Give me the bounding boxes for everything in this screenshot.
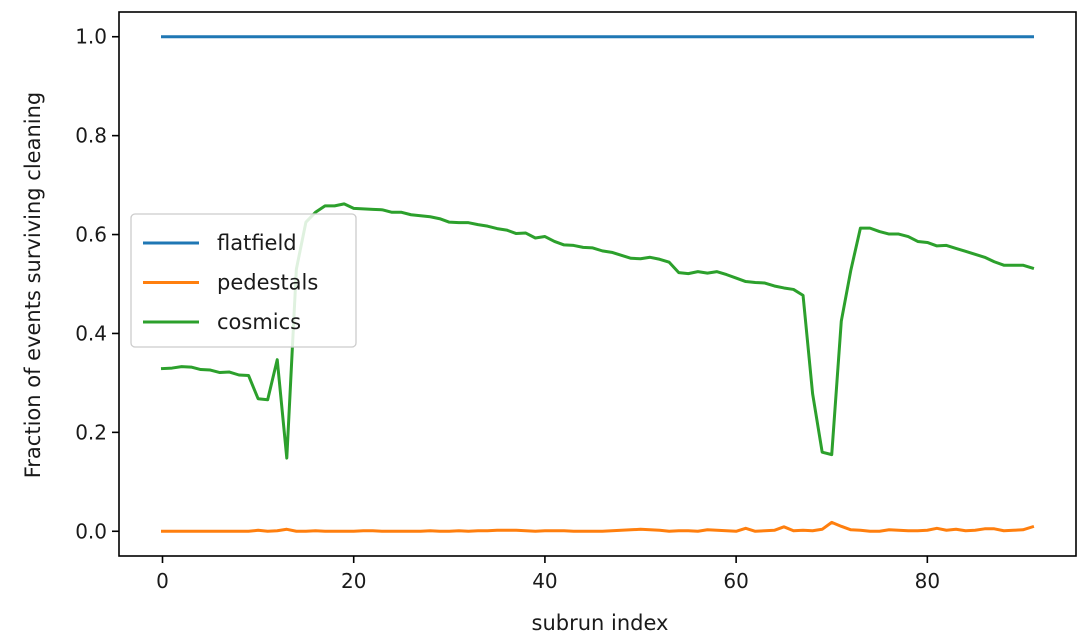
axes-layer: 0 20 40 60 80 0.0 0.2 0.4 0.6 0.8 1.0	[75, 11, 1077, 593]
y-axis-label: Fraction of events surviving cleaning	[21, 92, 45, 479]
legend: flatfield pedestals cosmics	[130, 213, 357, 348]
series-line-pedestals	[161, 520, 1035, 533]
plot-frame	[118, 11, 1077, 557]
x-axis-label: subrun index	[532, 611, 669, 635]
x-tick-label: 60	[723, 569, 748, 593]
x-tick-label: 0	[156, 569, 169, 593]
y-tick-label: 0.0	[75, 519, 107, 543]
x-tick-label: 20	[341, 569, 366, 593]
y-tick-label: 0.4	[75, 321, 107, 345]
y-tick-label: 0.8	[75, 124, 107, 148]
legend-box	[130, 213, 357, 348]
x-tick-label: 80	[915, 569, 940, 593]
y-tick-label: 0.6	[75, 223, 107, 247]
x-tick-label: 40	[532, 569, 557, 593]
y-tick-label: 1.0	[75, 25, 107, 49]
legend-label-flatfield: flatfield	[217, 231, 297, 255]
legend-label-pedestals: pedestals	[217, 271, 318, 295]
legend-label-cosmics: cosmics	[217, 310, 301, 334]
y-tick-label: 0.2	[75, 420, 107, 444]
